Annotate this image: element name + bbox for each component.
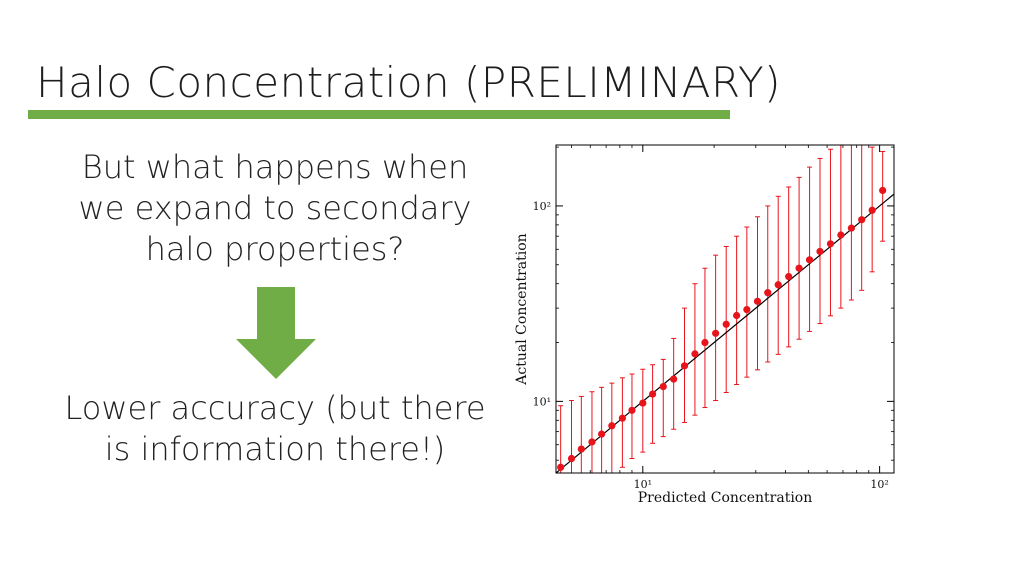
error-bar <box>744 226 750 378</box>
data-point <box>639 399 647 407</box>
y-axis-label: Actual Concentration <box>514 233 530 385</box>
error-bar <box>848 145 854 301</box>
data-point <box>701 338 709 347</box>
data-point <box>868 206 876 214</box>
data-point <box>567 454 576 463</box>
data-point <box>670 375 678 383</box>
error-bar <box>650 364 656 444</box>
y-tick-label: 10² <box>533 200 551 213</box>
error-bar <box>723 246 729 394</box>
error-bar <box>640 368 646 453</box>
minor-ticks <box>556 145 894 473</box>
data-point <box>618 414 626 422</box>
data-point <box>659 383 667 391</box>
y-tick-label: 10¹ <box>533 395 551 408</box>
down-arrow-icon <box>236 287 316 379</box>
data-point <box>712 329 720 337</box>
data-point <box>733 311 741 320</box>
error-bar <box>754 216 760 371</box>
error-bar <box>713 254 719 402</box>
data-point <box>774 281 782 289</box>
data-point <box>753 297 762 305</box>
x-axis-label: Predicted Concentration <box>638 490 813 506</box>
data-point <box>577 445 585 453</box>
question-text: But what happens when we expand to secon… <box>78 148 472 268</box>
data-point <box>837 231 845 239</box>
data-point <box>785 272 793 281</box>
plot-frame <box>555 144 895 474</box>
error-bar <box>807 166 813 332</box>
concentration-scatter-chart: 10¹ 10² 10¹ 10² Predicted Concentration Act… <box>514 144 895 506</box>
error-bar <box>796 176 802 340</box>
error-bar <box>786 186 792 348</box>
error-bar <box>765 205 771 363</box>
error-bar <box>671 337 677 430</box>
data-point <box>691 350 699 358</box>
data-points <box>557 186 887 471</box>
error-bar <box>859 145 865 291</box>
data-point <box>795 264 803 272</box>
error-bar <box>619 377 625 468</box>
data-point <box>879 186 887 195</box>
error-bar <box>838 145 844 309</box>
data-point <box>805 256 814 264</box>
error-bar <box>827 148 833 317</box>
data-point <box>847 224 855 232</box>
data-point <box>598 430 606 438</box>
error-bar <box>734 235 740 385</box>
data-point <box>743 305 751 314</box>
error-bar <box>692 283 698 416</box>
answer-text: Lower accuracy (but there is information… <box>64 389 486 468</box>
error-bar <box>558 405 564 473</box>
data-point <box>764 289 772 297</box>
error-bar <box>880 150 886 242</box>
error-bar <box>817 157 823 325</box>
error-bar <box>702 267 708 409</box>
error-bar <box>660 358 666 438</box>
slide-title: Halo Concentration (PRELIMINARY) <box>36 58 782 107</box>
error-bar <box>629 373 635 460</box>
data-point <box>628 406 636 414</box>
data-point <box>722 320 730 328</box>
error-bar <box>775 195 781 355</box>
major-ticks: 10¹ 10² 10¹ 10² <box>533 145 894 491</box>
error-bars <box>558 145 886 473</box>
data-point <box>816 247 824 256</box>
data-point <box>649 390 657 398</box>
title-underline <box>28 110 730 119</box>
data-point <box>858 216 866 224</box>
data-point <box>588 438 596 446</box>
data-point <box>826 240 835 248</box>
data-point <box>680 362 689 370</box>
x-tick-label: 10² <box>870 478 888 491</box>
x-tick-label: 10¹ <box>634 478 652 491</box>
data-point <box>557 463 565 471</box>
data-point <box>608 422 616 430</box>
